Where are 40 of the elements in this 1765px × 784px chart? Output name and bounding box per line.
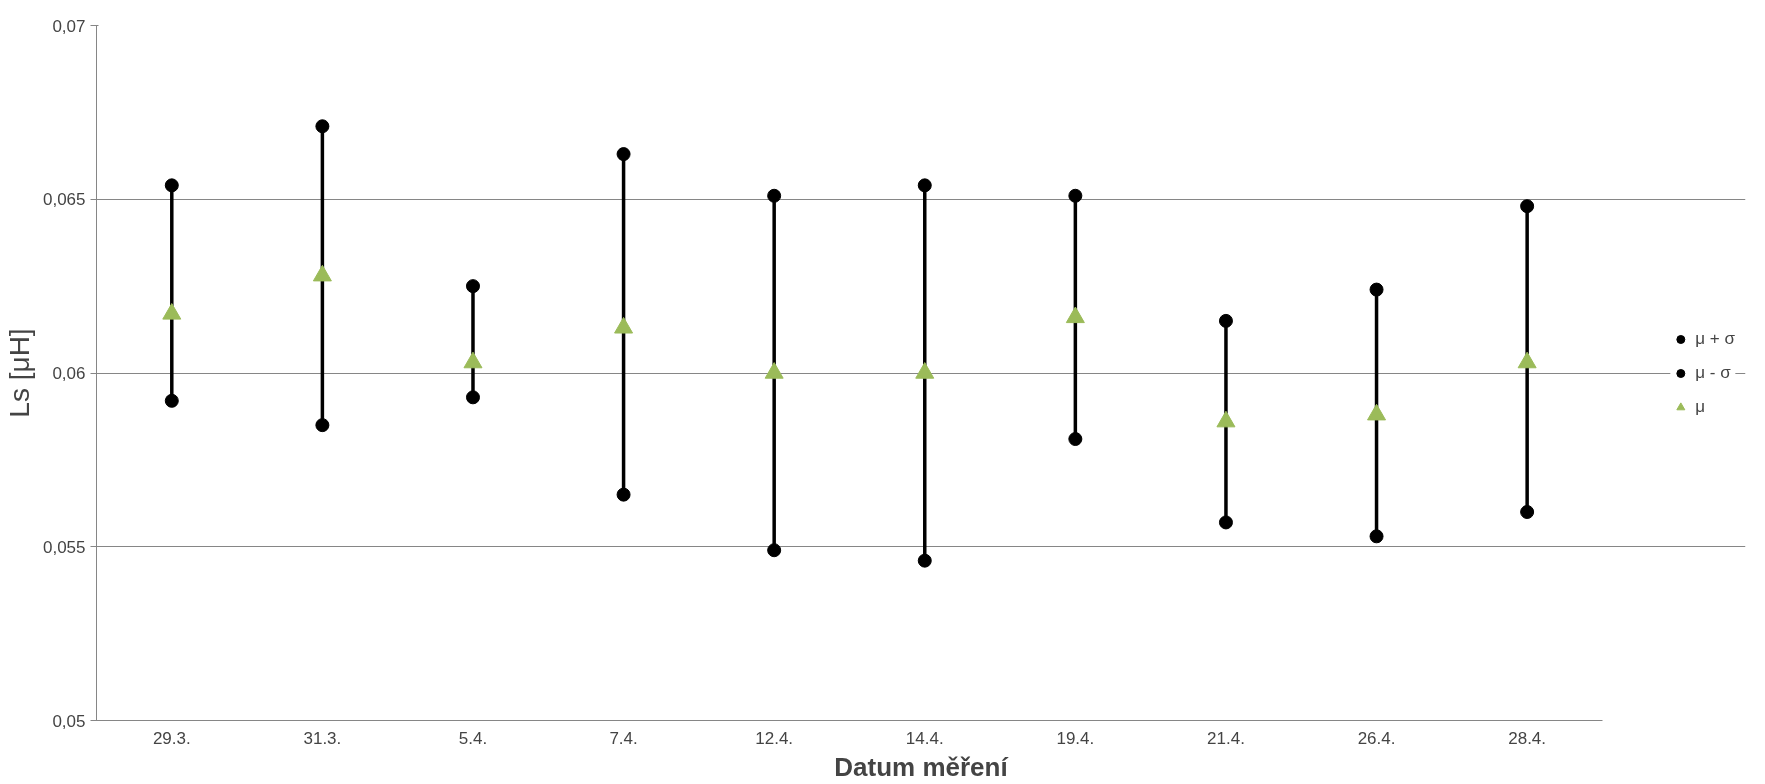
point (1520, 505, 1535, 519)
point (465, 279, 480, 294)
point (917, 178, 932, 193)
point (1369, 282, 1384, 297)
point (1369, 529, 1384, 544)
x-tick-label: 14.4. (905, 728, 944, 748)
point (767, 188, 782, 203)
x-tick-label: 28.4. (1508, 728, 1547, 748)
x-tick-label: 19.4. (1056, 728, 1095, 748)
point (1218, 515, 1233, 530)
point (164, 178, 179, 193)
x-tick-label: 29.3. (152, 728, 191, 748)
legend-label: μ + σ (1695, 328, 1735, 349)
x-tick-label: 5.4. (458, 728, 488, 748)
point (465, 390, 480, 405)
x-tick-label: 12.4. (755, 728, 794, 748)
y-tick-label: 0,055 (42, 537, 86, 557)
legend-label: μ (1695, 396, 1707, 417)
x-tick-label: 26.4. (1357, 728, 1396, 748)
x-tick-label: 7.4. (609, 728, 638, 748)
x-tick-label: 21.4. (1207, 728, 1245, 748)
legend-label: μ - σ (1695, 362, 1731, 383)
point (1068, 188, 1083, 203)
x-tick-label: 31.3. (303, 728, 342, 748)
point (315, 119, 330, 134)
point (1068, 432, 1083, 447)
point (767, 543, 782, 558)
point (616, 147, 631, 162)
y-axis-title: Ls [μH] (3, 328, 35, 418)
point (315, 418, 330, 433)
point (1218, 313, 1233, 328)
y-tick-label: 0,06 (52, 364, 86, 383)
y-tick-label: 0,05 (52, 711, 86, 731)
point (1520, 199, 1535, 214)
point (616, 487, 631, 502)
point (164, 393, 179, 408)
y-tick-label: 0,065 (42, 190, 86, 210)
point (917, 553, 932, 568)
y-tick-label: 0,07 (52, 16, 86, 36)
x-axis-title: Datum měření (834, 751, 1009, 782)
